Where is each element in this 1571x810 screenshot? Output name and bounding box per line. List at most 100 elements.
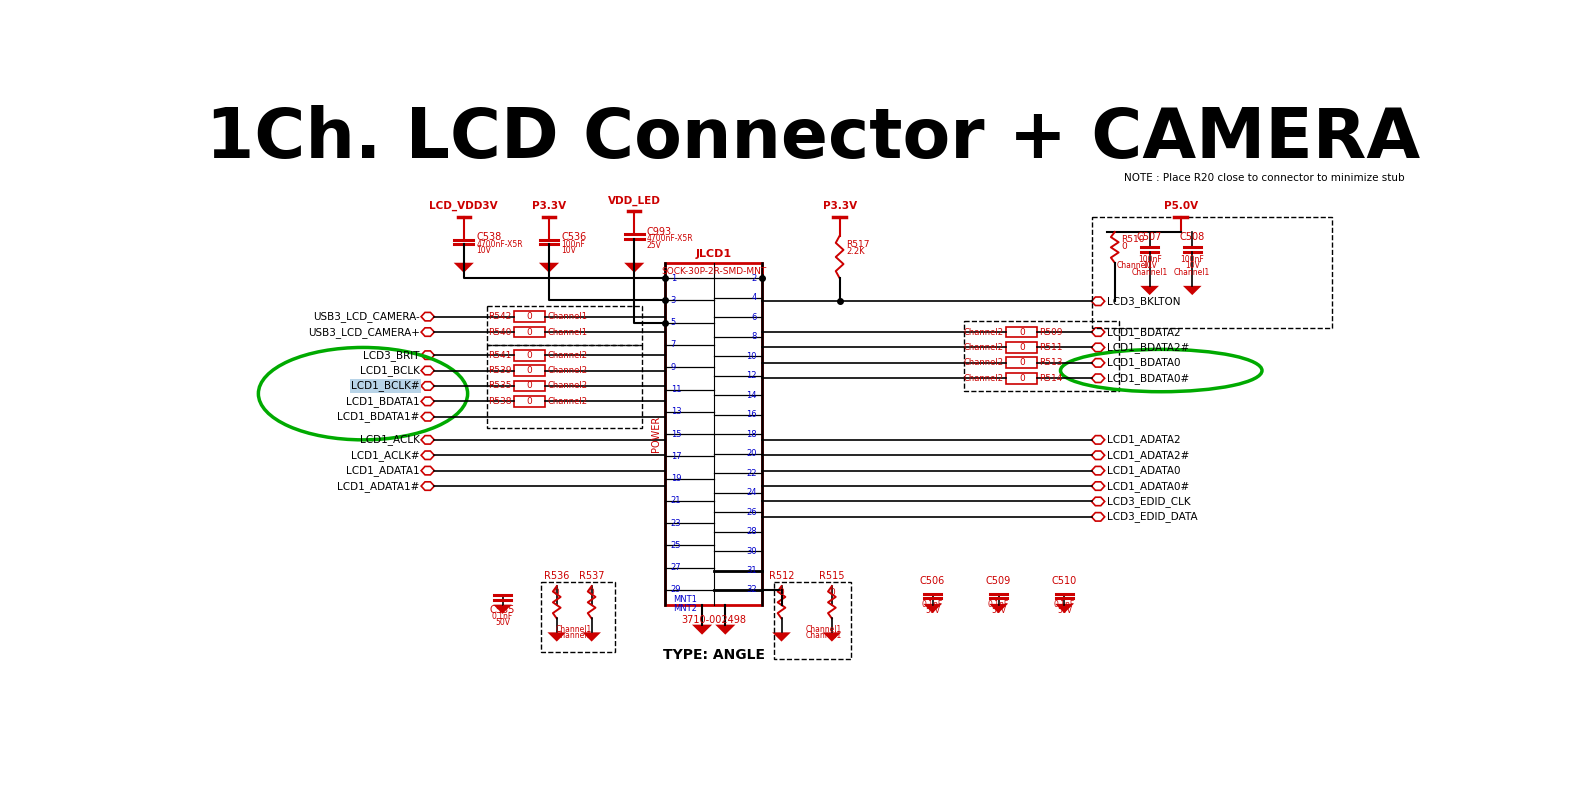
Text: 21: 21 — [671, 497, 682, 505]
Text: 23: 23 — [671, 518, 682, 527]
Text: Channel2: Channel2 — [547, 397, 588, 406]
Bar — [542, 582, 614, 651]
Polygon shape — [539, 262, 559, 273]
Bar — [665, 262, 762, 605]
Text: 0.1nF: 0.1nF — [1054, 600, 1075, 609]
Text: LCD1_ACLK#: LCD1_ACLK# — [350, 450, 419, 461]
Polygon shape — [421, 351, 434, 360]
Text: VDD_LED: VDD_LED — [608, 195, 661, 206]
Text: 28: 28 — [746, 527, 757, 536]
Text: R536: R536 — [544, 571, 569, 581]
Text: 8: 8 — [751, 332, 757, 341]
Text: C536: C536 — [561, 232, 586, 242]
Text: R515: R515 — [818, 571, 845, 581]
Polygon shape — [1092, 359, 1104, 367]
Bar — [1007, 357, 1037, 369]
Text: 50V: 50V — [495, 619, 511, 628]
Polygon shape — [421, 328, 434, 336]
Polygon shape — [1092, 436, 1104, 444]
Text: 1: 1 — [671, 274, 676, 283]
Text: 4700nF-X5R: 4700nF-X5R — [476, 240, 523, 249]
Text: 0: 0 — [1122, 242, 1126, 251]
Text: LCD1_BDATA2#: LCD1_BDATA2# — [1108, 342, 1189, 353]
Text: 0: 0 — [1020, 373, 1024, 383]
Text: Channel1: Channel1 — [1131, 268, 1167, 277]
Text: LCD1_BDATA1: LCD1_BDATA1 — [346, 396, 419, 407]
Text: R541: R541 — [489, 351, 512, 360]
Text: 50V: 50V — [925, 606, 939, 615]
Bar — [514, 381, 545, 391]
Text: TYPE: ANGLE: TYPE: ANGLE — [663, 648, 765, 662]
Text: 22: 22 — [746, 468, 757, 478]
Text: 13: 13 — [671, 407, 682, 416]
Text: Channel2: Channel2 — [547, 366, 588, 375]
Text: 11: 11 — [671, 385, 682, 394]
Text: Channel1: Channel1 — [1117, 261, 1153, 271]
Text: C507: C507 — [1137, 232, 1163, 242]
Text: R511: R511 — [1040, 343, 1064, 352]
Bar — [1092, 216, 1332, 328]
Text: R514: R514 — [1040, 373, 1064, 383]
Text: LCD1_ADATA2: LCD1_ADATA2 — [1108, 434, 1181, 446]
Text: MNT2: MNT2 — [672, 604, 698, 613]
Text: R509: R509 — [1040, 327, 1064, 336]
Text: 0.1nF: 0.1nF — [922, 600, 943, 609]
Text: Channel2: Channel2 — [965, 343, 1004, 352]
Text: 3: 3 — [671, 296, 676, 305]
Polygon shape — [547, 633, 566, 642]
Polygon shape — [990, 604, 1009, 613]
Text: 50V: 50V — [991, 606, 1005, 615]
Text: R538: R538 — [489, 397, 512, 406]
Text: R517: R517 — [847, 241, 870, 249]
Text: 17: 17 — [671, 452, 682, 461]
Text: 0: 0 — [1020, 358, 1024, 368]
Polygon shape — [691, 625, 712, 635]
Polygon shape — [421, 313, 434, 321]
Bar — [775, 582, 851, 659]
Text: Channel2: Channel2 — [965, 327, 1004, 336]
Text: 10V: 10V — [1142, 261, 1158, 271]
Polygon shape — [1092, 297, 1104, 305]
Text: 2.2K: 2.2K — [847, 247, 866, 256]
Text: Channel1: Channel1 — [1174, 268, 1210, 277]
Text: LCD1_BDATA0#: LCD1_BDATA0# — [1108, 373, 1189, 384]
Text: R535: R535 — [489, 382, 512, 390]
Polygon shape — [421, 436, 434, 444]
Polygon shape — [624, 262, 644, 273]
Text: 9: 9 — [671, 363, 676, 372]
Text: 5: 5 — [671, 318, 676, 327]
Text: 0: 0 — [829, 588, 834, 598]
Text: LCD1_BDATA1#: LCD1_BDATA1# — [338, 411, 419, 422]
Text: 29: 29 — [671, 586, 682, 595]
Bar — [514, 365, 545, 376]
Text: USB3_LCD_CAMERA-: USB3_LCD_CAMERA- — [313, 311, 419, 322]
Text: LCD3_EDID_CLK: LCD3_EDID_CLK — [1108, 496, 1191, 507]
Polygon shape — [583, 633, 602, 642]
Bar — [1007, 373, 1037, 384]
Polygon shape — [1183, 286, 1202, 295]
Text: 0: 0 — [526, 351, 533, 360]
Text: LCD1_BCLK: LCD1_BCLK — [360, 365, 419, 376]
Bar — [487, 345, 643, 428]
Polygon shape — [1092, 513, 1104, 521]
Text: LCD1_ACLK: LCD1_ACLK — [360, 434, 419, 446]
Polygon shape — [1092, 328, 1104, 336]
Text: JLCD1: JLCD1 — [696, 249, 732, 259]
Text: LCD_VDD3V: LCD_VDD3V — [429, 201, 498, 211]
Text: LCD1_BDATA2: LCD1_BDATA2 — [1108, 326, 1181, 338]
Text: Channel1: Channel1 — [556, 625, 592, 633]
Text: Channel2: Channel2 — [547, 351, 588, 360]
Text: 1Ch. LCD Connector + CAMERA: 1Ch. LCD Connector + CAMERA — [206, 105, 1420, 172]
Text: 27: 27 — [671, 563, 682, 572]
Text: 0: 0 — [526, 327, 533, 336]
Text: 50V: 50V — [1057, 606, 1071, 615]
Bar — [1007, 326, 1037, 338]
Text: 15: 15 — [671, 429, 682, 438]
Text: Channel2: Channel2 — [965, 373, 1004, 383]
Text: Channel1: Channel1 — [556, 631, 592, 640]
Text: 0: 0 — [526, 397, 533, 406]
Text: 4700nF-X5R: 4700nF-X5R — [647, 234, 693, 243]
Text: Channel1: Channel1 — [547, 312, 588, 321]
Text: Channel1: Channel1 — [806, 631, 842, 640]
Polygon shape — [1092, 374, 1104, 382]
